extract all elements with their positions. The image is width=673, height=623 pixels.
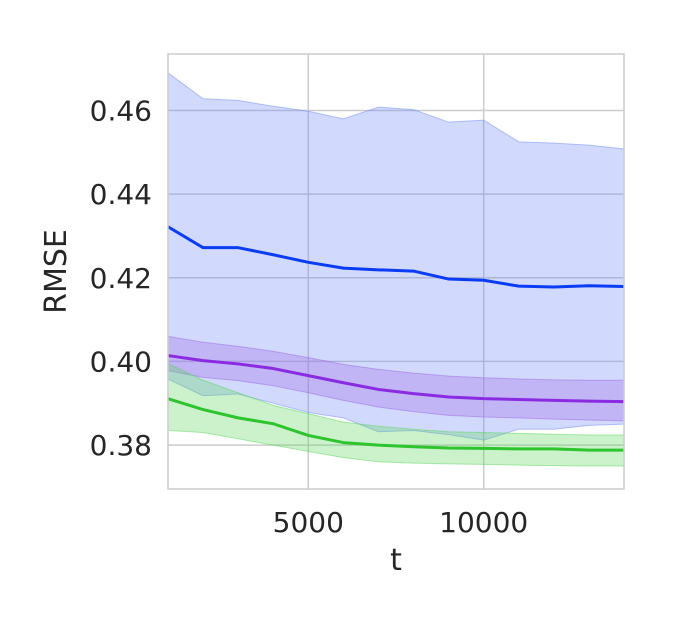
line-series-2 bbox=[167, 354, 625, 404]
y-axis-label: RMSE bbox=[39, 229, 74, 314]
series-lines bbox=[167, 225, 625, 452]
plot-frame bbox=[167, 53, 625, 490]
confidence-bands bbox=[167, 71, 625, 467]
line-series-3 bbox=[167, 397, 624, 452]
y-tick-label: 0.46 bbox=[90, 94, 152, 127]
x-axis-label: t bbox=[390, 543, 402, 578]
y-tick-label: 0.38 bbox=[90, 429, 152, 462]
x-tick-label: 5000 bbox=[273, 506, 344, 539]
y-tick-labels: 0.38 0.40 0.42 0.44 0.46 bbox=[90, 94, 152, 462]
y-tick-label: 0.44 bbox=[90, 178, 152, 211]
line-series-1 bbox=[167, 225, 625, 289]
y-tick-label: 0.42 bbox=[90, 262, 152, 295]
x-tick-labels: 5000 10000 bbox=[273, 506, 529, 539]
y-tick-label: 0.40 bbox=[90, 345, 152, 378]
x-tick-label: 10000 bbox=[439, 506, 528, 539]
